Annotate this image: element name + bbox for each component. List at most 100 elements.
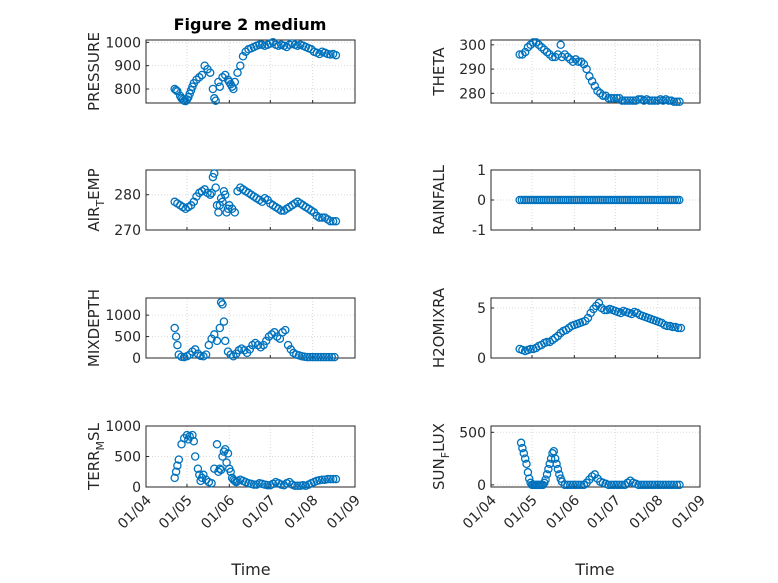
data-point	[173, 340, 182, 350]
data-point	[568, 480, 578, 490]
axes-frame	[145, 169, 356, 231]
data-point	[215, 464, 225, 473]
data-point	[173, 461, 182, 470]
data-point	[594, 298, 604, 308]
data-point	[526, 344, 535, 354]
panel-rainfall: -1 0 1 RAINFALL	[430, 163, 701, 239]
y-tick-label: 270	[114, 223, 141, 239]
data-point	[171, 467, 181, 477]
data-point	[617, 96, 627, 105]
data-point	[664, 96, 673, 105]
y-axis-label: AIRTEMP	[85, 168, 107, 231]
data-point	[612, 93, 621, 103]
data-point	[563, 52, 572, 62]
y-tick-label: -1	[472, 223, 486, 239]
series-markers	[516, 438, 684, 490]
y-axis-label: PRESSURE	[85, 32, 103, 111]
data-point	[662, 321, 672, 331]
data-point	[197, 70, 207, 80]
y-axis-label: RAINFALL	[430, 164, 448, 235]
data-point	[238, 52, 248, 61]
panel-airtemp: 270 280 AIRTEMP	[85, 168, 356, 239]
data-point	[171, 332, 181, 341]
data-point	[615, 93, 624, 103]
data-point	[319, 352, 328, 362]
data-point	[523, 43, 533, 52]
y-tick-label: 300	[459, 38, 486, 54]
y-axis-label: TERRMSL	[85, 422, 107, 491]
data-point	[560, 50, 570, 59]
data-point	[249, 480, 259, 489]
data-point	[253, 340, 263, 350]
data-point	[218, 73, 227, 82]
data-point	[229, 352, 238, 361]
y-axis-label: SUNFLUX	[430, 423, 452, 490]
data-point	[520, 47, 530, 57]
data-point	[315, 213, 324, 222]
data-point	[313, 352, 323, 362]
data-point	[173, 87, 182, 96]
x-tick-label: 01/06	[198, 492, 238, 532]
data-point	[544, 464, 553, 474]
data-point	[170, 84, 179, 94]
data-point	[330, 352, 339, 362]
y-tick-label: 0	[477, 193, 486, 209]
data-point	[283, 340, 293, 350]
y-tick-label: 900	[114, 59, 141, 75]
data-point	[574, 57, 583, 67]
x-tick-label: 01/07	[239, 493, 279, 533]
data-point	[555, 470, 564, 479]
data-point	[565, 480, 575, 490]
data-point	[215, 82, 225, 91]
data-point	[669, 480, 679, 490]
data-point	[302, 352, 312, 362]
data-point	[526, 40, 535, 50]
y-tick-label: 0	[132, 351, 141, 367]
data-point	[542, 47, 552, 57]
data-point	[220, 336, 230, 346]
y-axis-label: MIXDEPTH	[85, 289, 103, 367]
data-point	[322, 352, 331, 362]
x-tick-label: 01/05	[501, 493, 541, 533]
data-point	[522, 459, 531, 469]
data-point	[531, 38, 541, 47]
x-tick-label: 01/09	[669, 493, 709, 533]
data-point	[600, 305, 609, 315]
data-point	[596, 89, 605, 98]
data-point	[609, 480, 619, 490]
data-point	[205, 190, 215, 199]
data-point	[281, 325, 290, 335]
data-point	[195, 73, 204, 82]
y-tick-label: 1	[477, 163, 486, 179]
data-point	[220, 444, 230, 454]
x-tick-label: 01/06	[543, 492, 583, 532]
y-tick-label: 1000	[105, 35, 141, 51]
data-point	[645, 480, 654, 490]
panel-terrmsl: 0 500 1000 01/04 01/05 01/06 01/07 01/08 01/09 TE…	[85, 419, 364, 532]
data-point	[207, 334, 216, 343]
series-markers	[170, 298, 339, 362]
data-point	[211, 183, 220, 192]
data-point	[518, 443, 527, 453]
data-point	[623, 96, 632, 105]
data-point	[628, 96, 638, 105]
x-tick-label: 01/09	[324, 493, 364, 533]
data-point	[669, 97, 679, 107]
data-point	[323, 474, 332, 484]
data-point	[216, 298, 226, 307]
data-point	[647, 480, 657, 490]
data-point	[230, 476, 240, 486]
data-point	[290, 481, 300, 491]
series-markers	[515, 195, 684, 205]
x-tick-label: 01/04	[115, 492, 155, 532]
y-tick-label: 0	[477, 478, 486, 494]
data-point	[305, 352, 315, 362]
data-point	[174, 455, 184, 464]
data-point	[212, 336, 222, 346]
panel-sunflux: 0 500 01/04 01/05 01/06 01/07 01/08 01/09 SUNFLU…	[430, 423, 709, 532]
y-tick-label: 5	[477, 301, 486, 317]
data-point	[218, 197, 227, 207]
data-point	[326, 216, 335, 226]
data-point	[590, 81, 600, 91]
data-point	[519, 449, 529, 458]
